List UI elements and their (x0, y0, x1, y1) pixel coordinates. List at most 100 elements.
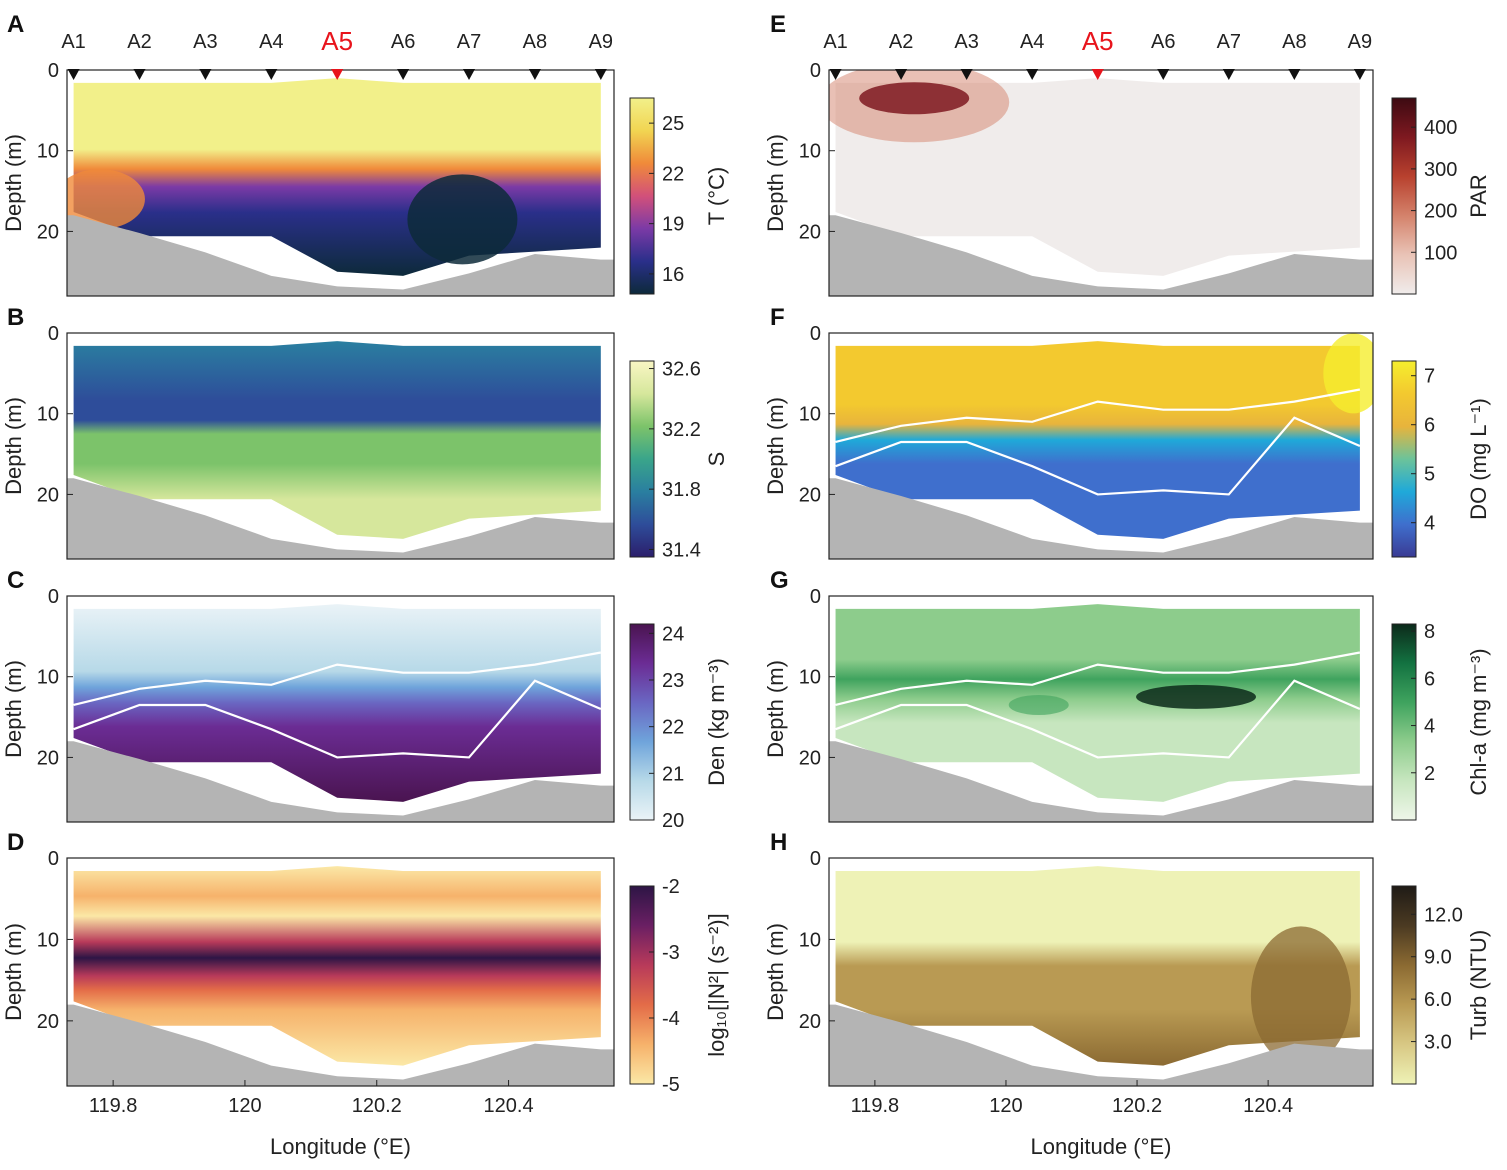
colorbar-label-E: PAR (1466, 174, 1491, 218)
seafloor (829, 741, 1373, 822)
station-marker-A9 (594, 69, 607, 80)
y-tick-label: 10 (799, 929, 821, 951)
colorbar-D (629, 885, 655, 1085)
upper-isoline (835, 388, 1361, 444)
panel-letter-E: E (770, 11, 786, 38)
station-label-A2: A2 (127, 31, 151, 53)
colorbar-A (629, 97, 655, 295)
colorbar-tick-label: 6 (1424, 415, 1435, 437)
colorbar-label-F: DO (mg L⁻¹) (1466, 398, 1491, 520)
seafloor (829, 1004, 1373, 1086)
y-tick-label: 10 (37, 141, 59, 163)
y-axis-label: Depth (m) (1, 923, 26, 1021)
station-label-A4: A4 (1020, 31, 1044, 53)
y-tick-label: 20 (799, 221, 821, 243)
do-high (1323, 333, 1373, 414)
y-tick-label: 0 (810, 586, 821, 608)
panel-letter-B: B (7, 304, 24, 331)
colorbar-tick-label: 32.6 (662, 359, 701, 381)
station-marker-A2 (895, 69, 908, 80)
panel-E: 0 10 20 Depth (m) E A1 A2 A3 A4 A5 A6 A7 A8 A9 100 200 3… (763, 11, 1491, 297)
colorbar-tick-label: 31.8 (662, 479, 701, 501)
colorbar-label-G: Chl-a (mg m⁻³) (1466, 648, 1491, 795)
station-label-A1: A1 (61, 31, 85, 53)
data-field-D (73, 866, 601, 1066)
y-axis-label: Depth (m) (1, 660, 26, 758)
y-tick-label: 10 (799, 404, 821, 426)
data-field-B (73, 341, 601, 539)
colorbar-label-A: T (°C) (704, 167, 729, 226)
data-field-F (835, 341, 1360, 539)
x-axis-label: Longitude (°E) (1031, 1134, 1172, 1159)
colorbar-tick-label: -2 (662, 876, 680, 898)
colorbar-tick-label: 4 (1424, 716, 1435, 738)
station-label-A6: A6 (391, 31, 415, 53)
station-marker-A8 (1288, 69, 1301, 80)
station-label-A7: A7 (457, 31, 481, 53)
seafloor (67, 741, 614, 822)
x-tick-label: 120.4 (484, 1095, 534, 1117)
colorbar-tick-label: 6.0 (1424, 989, 1452, 1011)
panel-letter-A: A (7, 11, 24, 38)
axes-box (66, 595, 615, 823)
axes-box (828, 857, 1374, 1087)
lower-isoline (73, 679, 602, 759)
y-tick-label: 20 (37, 747, 59, 769)
panel-G: 0 10 20 Depth (m) G 2 4 6 8 Chl-a (mg m⁻³) (763, 567, 1491, 823)
panel-letter-F: F (770, 304, 785, 331)
colorbar-label-B: S (704, 452, 729, 467)
colorbar-tick-label: 24 (662, 623, 684, 645)
y-axis-label: Depth (m) (1, 134, 26, 232)
x-tick-label: 119.8 (89, 1095, 138, 1117)
y-tick-label: 20 (37, 1011, 59, 1033)
station-marker-A4 (1026, 69, 1039, 80)
station-marker-A6 (1157, 69, 1170, 80)
station-marker-A9 (1353, 69, 1366, 80)
colorbar-tick-label: -3 (662, 942, 680, 964)
colorbar-E (1391, 97, 1417, 295)
y-tick-label: 0 (48, 60, 59, 82)
station-label-A5: A5 (1082, 26, 1114, 56)
station-label-A6: A6 (1151, 31, 1175, 53)
station-marker-A7 (1222, 69, 1235, 80)
station-label-A5: A5 (321, 26, 353, 56)
station-marker-A8 (528, 69, 541, 80)
station-marker-A5 (331, 69, 344, 80)
y-axis-label: Depth (m) (763, 923, 788, 1021)
colorbar-tick-label: 3.0 (1424, 1032, 1452, 1054)
station-label-A2: A2 (889, 31, 913, 53)
station-marker-A5 (1091, 69, 1104, 80)
panel-F: 0 10 20 Depth (m) F 4 5 6 7 DO (mg L⁻¹) (763, 304, 1491, 560)
axes-box (66, 332, 615, 560)
seafloor (67, 478, 614, 559)
colorbar-tick-label: 100 (1424, 242, 1457, 264)
lower-isoline (835, 679, 1361, 759)
station-label-A3: A3 (954, 31, 978, 53)
x-tick-label: 120.2 (1112, 1095, 1162, 1117)
panel-A: 0 10 20 Depth (m) A A1 A2 A3 A4 A5 A6 A7 A8 A9 16 19 22 2… (1, 11, 729, 297)
station-marker-A7 (463, 69, 476, 80)
y-tick-label: 0 (810, 848, 821, 870)
colorbar-tick-label: 200 (1424, 201, 1457, 223)
station-label-A3: A3 (193, 31, 217, 53)
cold-core (407, 174, 518, 265)
station-marker-A1 (829, 69, 842, 80)
seafloor (829, 478, 1373, 559)
colorbar-tick-label: 22 (662, 163, 684, 185)
station-label-A8: A8 (523, 31, 547, 53)
colorbar-tick-label: 5 (1424, 464, 1435, 486)
station-label-A1: A1 (823, 31, 847, 53)
station-label-A4: A4 (259, 31, 283, 53)
colorbar-tick-label: 16 (662, 264, 684, 286)
y-axis-label: Depth (m) (1, 397, 26, 495)
station-marker-A1 (67, 69, 80, 80)
x-tick-label: 120 (228, 1095, 261, 1117)
y-tick-label: 10 (799, 141, 821, 163)
colorbar-label-D: log₁₀[|N²| (s⁻²)] (704, 913, 729, 1056)
colorbar-tick-label: 300 (1424, 159, 1457, 181)
chl-patch (1008, 694, 1069, 715)
colorbar-tick-label: -4 (662, 1008, 680, 1030)
panel-letter-C: C (7, 567, 24, 594)
seafloor (67, 215, 614, 296)
